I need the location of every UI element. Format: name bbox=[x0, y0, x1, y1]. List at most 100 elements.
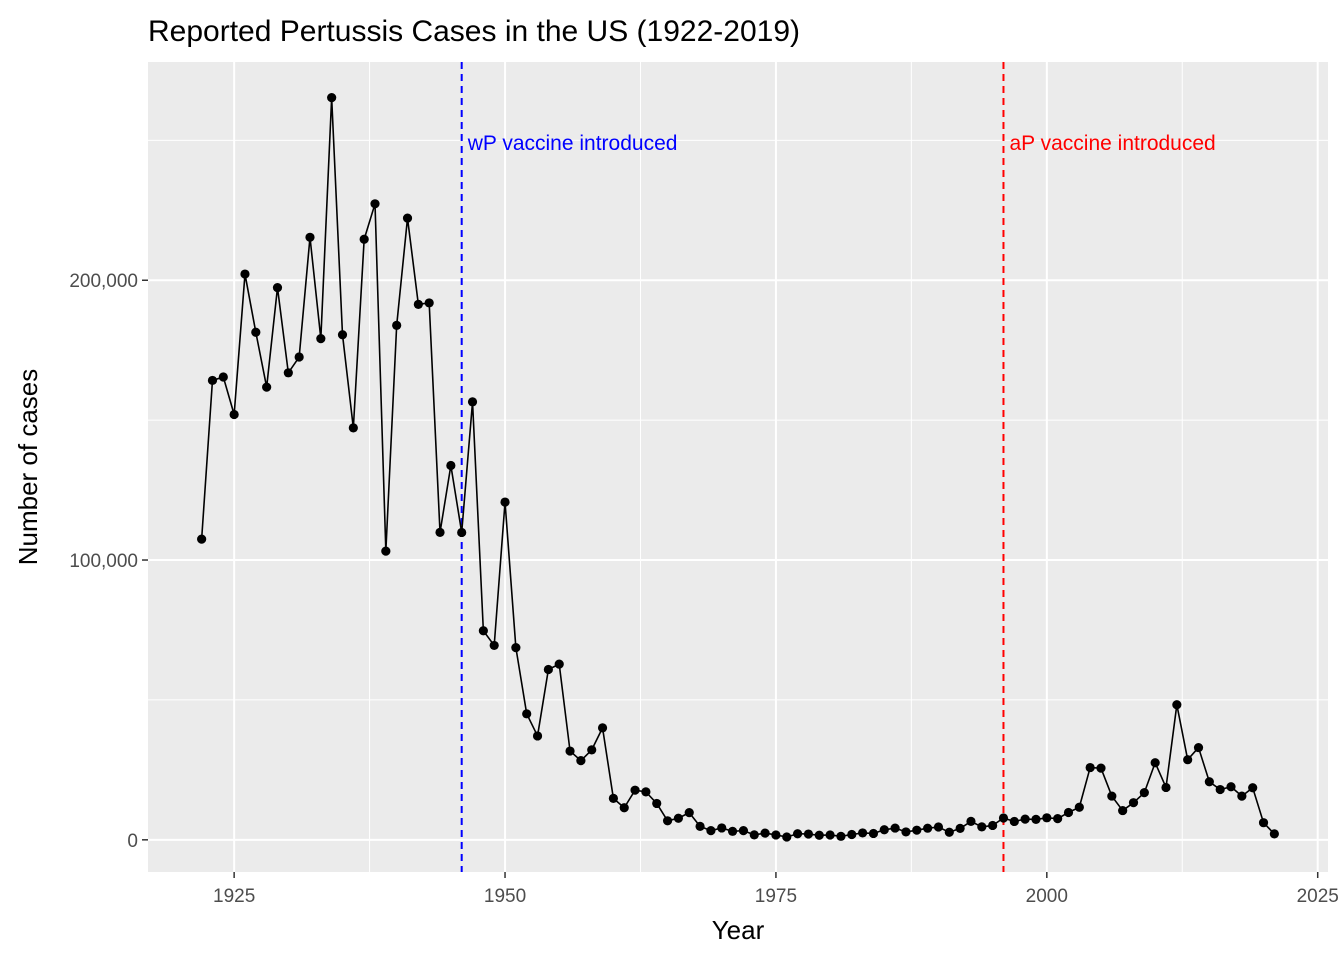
data-point bbox=[955, 823, 965, 833]
data-point bbox=[630, 785, 640, 795]
data-point bbox=[543, 664, 553, 675]
vaccine-annotation-label: aP vaccine introduced bbox=[1009, 132, 1215, 155]
data-point bbox=[1128, 798, 1139, 808]
data-point bbox=[413, 299, 423, 309]
data-point bbox=[1248, 783, 1258, 793]
data-point bbox=[262, 382, 272, 392]
data-point bbox=[619, 803, 629, 813]
y-axis-title: Number of cases bbox=[13, 369, 43, 566]
data-point bbox=[1183, 755, 1193, 765]
data-point bbox=[1193, 742, 1204, 753]
data-point bbox=[868, 828, 879, 839]
data-point bbox=[240, 269, 250, 279]
data-point bbox=[792, 829, 803, 839]
data-point bbox=[381, 546, 391, 556]
data-point bbox=[749, 830, 759, 840]
data-point bbox=[500, 497, 510, 507]
data-point bbox=[1020, 814, 1030, 824]
data-point bbox=[988, 820, 998, 831]
data-point bbox=[923, 823, 933, 833]
data-point bbox=[272, 282, 283, 293]
data-point bbox=[847, 829, 857, 840]
panel-background bbox=[148, 62, 1328, 872]
data-point bbox=[706, 826, 716, 836]
data-point bbox=[727, 826, 738, 836]
data-point bbox=[912, 825, 922, 835]
data-point bbox=[597, 723, 608, 733]
data-point bbox=[554, 659, 564, 669]
series-line-group bbox=[200, 96, 1275, 838]
data-point bbox=[901, 827, 911, 837]
data-point bbox=[348, 423, 358, 433]
data-point bbox=[424, 298, 434, 308]
series-points bbox=[197, 93, 1279, 842]
data-point bbox=[251, 327, 261, 337]
data-point bbox=[283, 368, 293, 378]
data-point bbox=[1269, 829, 1279, 839]
data-point bbox=[1085, 762, 1095, 773]
y-tick-label: 0 bbox=[127, 831, 138, 852]
data-point bbox=[522, 709, 532, 719]
x-tick-label: 1925 bbox=[213, 886, 255, 907]
data-point bbox=[966, 816, 976, 826]
chart-title: Reported Pertussis Cases in the US (1922… bbox=[148, 15, 800, 48]
data-point bbox=[1042, 813, 1052, 823]
data-point bbox=[1096, 763, 1106, 773]
data-point bbox=[294, 352, 304, 362]
data-point bbox=[305, 232, 315, 242]
data-point bbox=[1161, 782, 1171, 793]
x-tick-label: 1950 bbox=[484, 886, 526, 907]
data-point bbox=[359, 234, 369, 244]
series-line bbox=[200, 96, 1275, 838]
data-point bbox=[576, 756, 586, 766]
data-point bbox=[814, 830, 824, 840]
data-point bbox=[1226, 782, 1236, 792]
data-point bbox=[1107, 791, 1117, 801]
data-point bbox=[565, 746, 575, 756]
grid-minor bbox=[148, 62, 1328, 872]
data-point bbox=[327, 93, 337, 103]
data-point bbox=[370, 199, 380, 209]
data-point bbox=[229, 409, 239, 420]
data-point bbox=[890, 823, 900, 833]
data-point bbox=[673, 813, 684, 823]
data-point bbox=[489, 640, 499, 651]
grid-major bbox=[148, 62, 1328, 872]
data-point bbox=[1172, 700, 1182, 710]
data-point bbox=[944, 827, 954, 837]
data-point bbox=[1118, 805, 1128, 816]
data-point bbox=[446, 460, 456, 471]
y-tick-label: 100,000 bbox=[69, 551, 138, 572]
data-point bbox=[1053, 814, 1063, 824]
data-point bbox=[803, 829, 814, 839]
data-point bbox=[641, 787, 651, 797]
x-tick-label: 2000 bbox=[1026, 886, 1068, 907]
data-point bbox=[608, 793, 618, 803]
data-point bbox=[1215, 784, 1225, 795]
data-point bbox=[197, 534, 207, 544]
data-point bbox=[684, 808, 694, 818]
data-point bbox=[1031, 814, 1041, 825]
data-point bbox=[760, 828, 770, 838]
x-axis: 1925 1950 1975 2000 2025 bbox=[213, 872, 1339, 907]
data-point bbox=[825, 830, 835, 840]
data-point bbox=[717, 823, 727, 833]
x-axis-title: Year bbox=[712, 915, 765, 945]
data-point bbox=[652, 798, 662, 809]
data-point bbox=[337, 330, 348, 340]
data-point bbox=[782, 832, 792, 842]
annotation-labels: wP vaccine introduced aP vaccine introduc… bbox=[467, 132, 1216, 155]
vaccine-annotation-label: wP vaccine introduced bbox=[467, 132, 678, 155]
data-point bbox=[435, 527, 445, 538]
data-point bbox=[1204, 777, 1214, 787]
data-point bbox=[392, 320, 402, 330]
data-point bbox=[457, 527, 467, 538]
data-point bbox=[879, 825, 889, 835]
data-point bbox=[1258, 818, 1269, 828]
data-point bbox=[1009, 816, 1019, 827]
data-point bbox=[218, 372, 228, 382]
y-axis: 0 100,000 200,000 bbox=[69, 271, 148, 852]
data-point bbox=[532, 731, 543, 741]
data-point bbox=[933, 822, 944, 832]
